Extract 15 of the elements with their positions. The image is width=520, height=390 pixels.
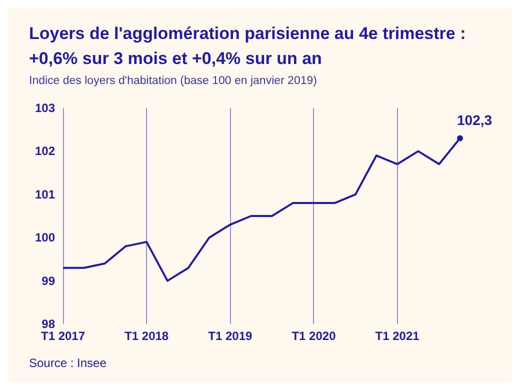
x-tick-label: T1 2020 <box>292 329 336 343</box>
x-tick-label: T1 2018 <box>124 329 169 343</box>
data-label: 102,3 <box>457 112 492 128</box>
chart-subtitle: Indice des loyers d'habitation (base 100 en janvier 2019) <box>29 75 318 87</box>
source-note: Source : Insee <box>29 356 107 370</box>
chart-title: Loyers de l'agglomération parisienne au 4e trimestre : +0,6% sur 3 mois et +0,4% sur un an <box>29 24 466 68</box>
x-tick-label: T1 2017 <box>40 329 86 343</box>
y-tick-label: 102 <box>34 144 56 158</box>
y-tick-label: 100 <box>34 230 56 245</box>
x-tick-label: T1 2021 <box>375 329 420 343</box>
y-tick-label: 99 <box>42 274 56 288</box>
y-tick-label: 103 <box>34 101 56 115</box>
x-tick-label: T1 2019 <box>208 329 252 343</box>
y-tick-label: 98 <box>42 317 56 331</box>
y-tick-label: 101 <box>34 187 56 202</box>
